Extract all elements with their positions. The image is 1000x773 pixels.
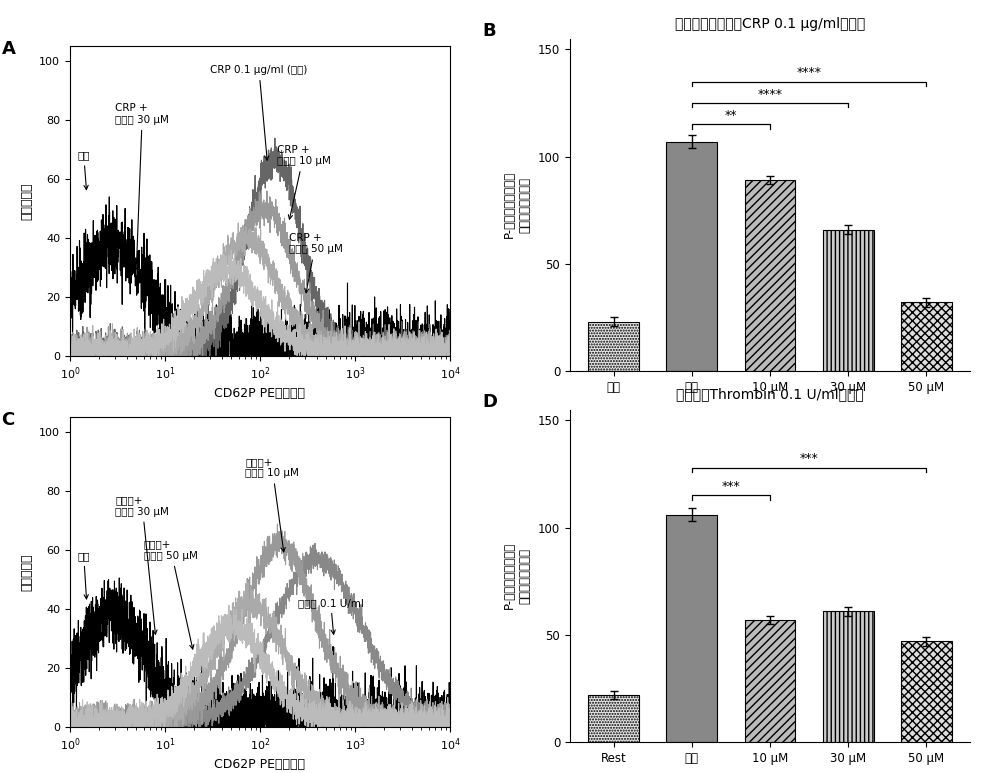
Bar — [823, 611, 874, 742]
Bar — [745, 620, 795, 742]
Text: D: D — [482, 393, 497, 411]
Y-axis label: 血小板计数: 血小板计数 — [21, 553, 34, 591]
Title: 凝血酶（Thrombin 0.1 U/ml）刺激: 凝血酶（Thrombin 0.1 U/ml）刺激 — [676, 387, 864, 402]
Text: CRP 0.1 μg/ml (对照): CRP 0.1 μg/ml (对照) — [210, 65, 308, 160]
Text: A: A — [2, 40, 15, 58]
Text: 静息: 静息 — [78, 150, 90, 189]
Bar — [901, 642, 952, 742]
Bar — [588, 322, 639, 371]
Text: **: ** — [725, 109, 737, 122]
Y-axis label: P-选择素阳性血小板
（平均荧光强度）: P-选择素阳性血小板 （平均荧光强度） — [503, 172, 531, 238]
Bar — [588, 695, 639, 742]
Bar — [666, 515, 717, 742]
Text: B: B — [482, 22, 496, 40]
Text: ****: **** — [797, 66, 822, 80]
Y-axis label: 血小板计数: 血小板计数 — [21, 182, 34, 220]
Text: 凝血酶+
单宁酸 50 μM: 凝血酶+ 单宁酸 50 μM — [144, 539, 198, 649]
Text: CRP +
单宁酸 30 μM: CRP + 单宁酸 30 μM — [115, 104, 169, 264]
X-axis label: CD62P PE荧光强度: CD62P PE荧光强度 — [214, 758, 306, 771]
Bar — [901, 302, 952, 371]
Text: ***: *** — [800, 452, 818, 465]
Text: 凝血酶 0.1 U/ml: 凝血酶 0.1 U/ml — [298, 598, 364, 635]
Bar — [666, 141, 717, 371]
X-axis label: CD62P PE荧光强度: CD62P PE荧光强度 — [214, 387, 306, 400]
Text: 静息: 静息 — [78, 551, 90, 599]
Text: C: C — [2, 411, 15, 429]
Text: 凝血酶+
单宁酸 10 μM: 凝血酶+ 单宁酸 10 μM — [245, 457, 299, 552]
Text: ***: *** — [722, 480, 740, 493]
Bar — [823, 230, 874, 371]
Text: CRP +
单宁酸 10 μM: CRP + 单宁酸 10 μM — [277, 145, 331, 219]
Bar — [745, 180, 795, 371]
Title: 胶原蛋白相关肽（CRP 0.1 μg/ml）刺激: 胶原蛋白相关肽（CRP 0.1 μg/ml）刺激 — [675, 16, 865, 31]
Y-axis label: P-选择素阳性血小板
（平均荧光强度）: P-选择素阳性血小板 （平均荧光强度） — [503, 543, 531, 609]
Text: CRP +
单宁酸 50 μM: CRP + 单宁酸 50 μM — [289, 233, 342, 293]
Text: 凝血酶+
单宁酸 30 μM: 凝血酶+ 单宁酸 30 μM — [115, 495, 169, 635]
Text: 单宁酸浓度: 单宁酸浓度 — [829, 470, 867, 482]
Text: ****: **** — [758, 88, 782, 100]
